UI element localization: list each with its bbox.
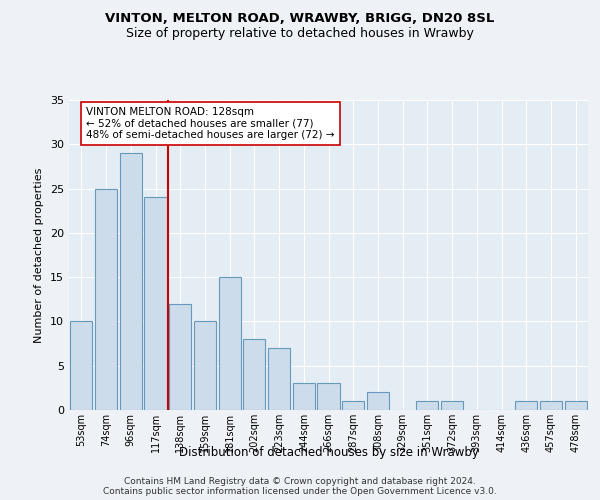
Text: Distribution of detached houses by size in Wrawby: Distribution of detached houses by size … — [179, 446, 479, 459]
Bar — [243, 339, 265, 410]
Bar — [540, 401, 562, 410]
Text: VINTON MELTON ROAD: 128sqm
← 52% of detached houses are smaller (77)
48% of semi: VINTON MELTON ROAD: 128sqm ← 52% of deta… — [86, 107, 334, 140]
Text: Contains HM Land Registry data © Crown copyright and database right 2024.: Contains HM Land Registry data © Crown c… — [124, 476, 476, 486]
Bar — [441, 401, 463, 410]
Bar — [268, 348, 290, 410]
Bar — [342, 401, 364, 410]
Text: Size of property relative to detached houses in Wrawby: Size of property relative to detached ho… — [126, 28, 474, 40]
Text: VINTON, MELTON ROAD, WRAWBY, BRIGG, DN20 8SL: VINTON, MELTON ROAD, WRAWBY, BRIGG, DN20… — [106, 12, 494, 26]
Bar — [293, 384, 315, 410]
Bar — [218, 277, 241, 410]
Text: Contains public sector information licensed under the Open Government Licence v3: Contains public sector information licen… — [103, 486, 497, 496]
Bar — [416, 401, 439, 410]
Bar — [317, 384, 340, 410]
Bar — [70, 322, 92, 410]
Bar — [194, 322, 216, 410]
Bar — [145, 198, 167, 410]
Bar — [515, 401, 538, 410]
Bar — [119, 153, 142, 410]
Y-axis label: Number of detached properties: Number of detached properties — [34, 168, 44, 342]
Bar — [367, 392, 389, 410]
Bar — [95, 188, 117, 410]
Bar — [169, 304, 191, 410]
Bar — [565, 401, 587, 410]
